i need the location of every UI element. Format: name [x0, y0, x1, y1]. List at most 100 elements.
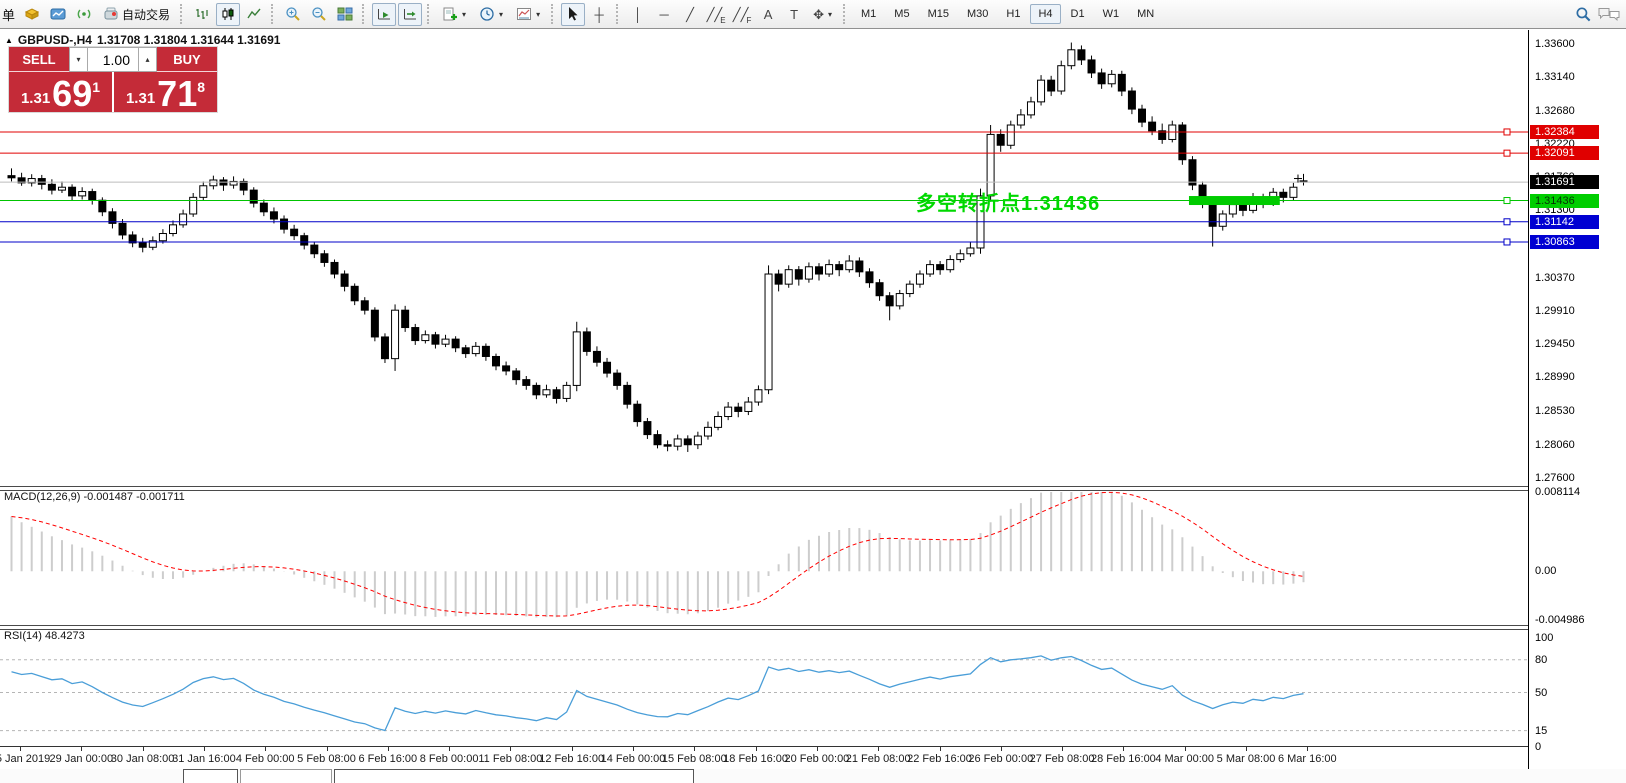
timeframe-button-H4[interactable]: H4	[1030, 4, 1061, 24]
chat-icon[interactable]	[1598, 6, 1620, 23]
chart-shift-button[interactable]	[398, 2, 423, 26]
cursor-button[interactable]	[561, 2, 586, 26]
timeframe-button-W1[interactable]: W1	[1102, 8, 1120, 20]
level-handle[interactable]	[1503, 238, 1511, 246]
volume-decrease-button[interactable]: ▾	[69, 47, 88, 72]
level-handle[interactable]	[1503, 197, 1511, 205]
macd-canvas[interactable]	[0, 490, 1528, 625]
price-tick-label: 1.32680	[1535, 104, 1575, 117]
date-tick	[755, 747, 757, 751]
price-tick-label: 1.30370	[1535, 271, 1575, 284]
new-order-button[interactable]: 单	[2, 7, 16, 23]
rsi-axis-label: 50	[1535, 686, 1548, 699]
date-label: 29 Jan 00:00	[49, 753, 114, 765]
signals-button[interactable]	[72, 3, 96, 26]
timeframe-button-M1[interactable]: M1	[861, 8, 877, 20]
one-click-trading-panel: SELL ▾ 1.00 ▴ BUY 1.31 69 1 1.31 71 8	[9, 47, 217, 112]
date-label: 6 Feb 16:00	[358, 753, 418, 765]
buy-price-prefix: 1.31	[125, 90, 156, 107]
equidistant-channel-button[interactable]: ╱╱ E	[704, 3, 728, 26]
templates-button[interactable]: ▾	[511, 3, 546, 26]
horizontal-line-icon: ─	[659, 6, 669, 22]
symbol-period-label: GBPUSD-,H4	[17, 33, 92, 47]
line-chart-button[interactable]	[242, 3, 266, 26]
chevron-down-icon: ▾	[499, 9, 504, 19]
candlestick-chart-button[interactable]	[216, 2, 241, 26]
date-tick	[203, 747, 205, 751]
autotrading-button[interactable]: 自动交易	[98, 3, 175, 26]
toolbar-right	[1575, 6, 1626, 23]
zoom-out-button[interactable]	[307, 3, 331, 26]
price-level-chip: 1.31691	[1530, 175, 1599, 190]
price-tick-label: 1.28990	[1535, 371, 1575, 384]
price-tick-label: 1.27600	[1535, 472, 1575, 484]
buy-button[interactable]: BUY	[157, 47, 217, 72]
periods-button[interactable]: ▾	[474, 3, 509, 26]
window-tab[interactable]	[334, 769, 694, 783]
date-label: 4 Feb 00:00	[235, 753, 295, 765]
timeframe-bar: M1 M5 M15 M30 H1 H4 D1 W1 MN	[852, 4, 1163, 24]
horizontal-line-button[interactable]: ─	[652, 3, 676, 26]
timeframe-button-M30[interactable]: M30	[966, 8, 989, 20]
rsi-canvas[interactable]	[0, 629, 1528, 746]
date-label: 4 Mar 00:00	[1155, 753, 1215, 765]
level-handle[interactable]	[1503, 149, 1511, 157]
indicators-button[interactable]: ▾	[437, 3, 472, 26]
text-button[interactable]: A	[756, 3, 780, 26]
auto-scroll-button[interactable]	[372, 2, 397, 26]
price-axis[interactable]: 1.32384 1.32091 1.31691 1.31436 1.31142 1.308…	[1528, 30, 1626, 769]
macd-signal-line	[11, 491, 1304, 617]
rsi-line	[11, 655, 1304, 732]
volume-increase-button[interactable]: ▴	[138, 47, 157, 72]
toolbar-separator	[427, 4, 432, 24]
new-chart-button[interactable]	[46, 3, 70, 26]
pivot-annotation[interactable]: 多空转折点1.31436	[916, 193, 1101, 215]
text-label-button[interactable]: T	[782, 3, 806, 26]
indicators-icon	[443, 7, 458, 21]
templates-icon	[517, 8, 532, 20]
auto-scroll-icon	[378, 9, 391, 20]
crosshair-button[interactable]: ┼	[587, 3, 611, 26]
date-label: 6 Mar 16:00	[1277, 753, 1337, 765]
sell-price[interactable]: 1.31 69 1	[9, 72, 112, 112]
window-splitter[interactable]	[0, 486, 1626, 491]
fibonacci-button[interactable]: ╱╱ F	[730, 3, 754, 26]
sell-button[interactable]: SELL	[9, 47, 69, 72]
timeframe-button-M15[interactable]: M15	[927, 8, 949, 20]
autotrading-label: 自动交易	[122, 7, 171, 22]
vertical-line-button[interactable]: │	[626, 3, 650, 26]
date-tick	[265, 747, 267, 751]
level-handle[interactable]	[1503, 218, 1511, 226]
date-label: 28 Feb 16:00	[1090, 753, 1156, 765]
trendline-button[interactable]: ╱	[678, 3, 702, 26]
date-tick	[571, 747, 573, 751]
price-tick-label: 1.28530	[1535, 404, 1575, 417]
price-level-chip: 1.31436	[1530, 193, 1599, 208]
date-tick	[326, 747, 328, 751]
arrows-button[interactable]: ✥ ▾	[808, 3, 838, 26]
highlight-segment[interactable]	[1188, 196, 1280, 206]
timeframe-button-D1[interactable]: D1	[1070, 8, 1085, 20]
buy-price[interactable]: 1.31 71 8	[112, 72, 217, 112]
buy-price-pip: 8	[197, 79, 206, 95]
date-tick	[1000, 747, 1002, 751]
volume-input[interactable]: 1.00	[88, 47, 138, 72]
window-splitter[interactable]	[0, 625, 1626, 630]
collapse-marker-icon[interactable]: ▲	[5, 35, 13, 45]
timeframe-button-MN[interactable]: MN	[1137, 8, 1155, 20]
bar-chart-button[interactable]	[190, 3, 214, 26]
timeframe-button-M5[interactable]: M5	[894, 8, 910, 20]
level-handle[interactable]	[1503, 128, 1511, 136]
tile-windows-button[interactable]	[333, 3, 357, 26]
zoom-in-button[interactable]	[281, 3, 305, 26]
window-tab[interactable]	[240, 769, 332, 783]
timeframe-button-H1[interactable]: H1	[1006, 8, 1021, 20]
market-watch-button[interactable]	[20, 3, 44, 26]
window-tab[interactable]	[183, 769, 238, 783]
search-icon[interactable]	[1575, 6, 1592, 23]
toolbar-separator	[616, 4, 621, 24]
price-tick-label: 1.28060	[1535, 438, 1575, 451]
main-chart-canvas[interactable]	[0, 30, 1528, 486]
price-level-chip: 1.30863	[1530, 234, 1599, 249]
